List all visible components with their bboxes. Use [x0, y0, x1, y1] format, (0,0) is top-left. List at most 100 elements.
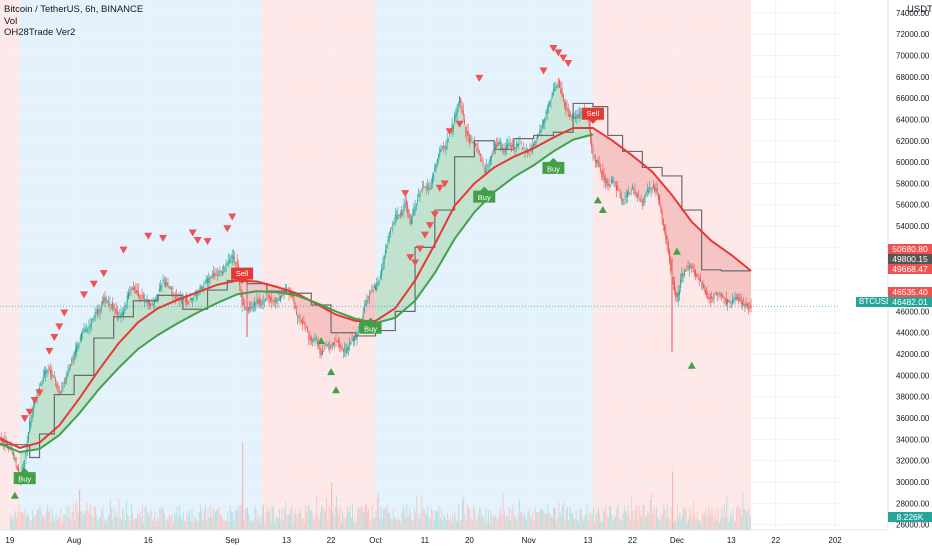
- volume-bar: [417, 513, 419, 530]
- volume-bar: [219, 514, 221, 530]
- candle-body: [190, 298, 192, 300]
- volume-bar: [165, 520, 167, 530]
- sell-arrow: [416, 245, 424, 253]
- volume-bar: [620, 519, 622, 530]
- volume-bar: [496, 518, 498, 530]
- candle-body: [589, 127, 591, 139]
- volume-bar: [578, 521, 580, 530]
- volume-bar: [550, 517, 552, 530]
- candle-body: [691, 265, 693, 269]
- volume-bar: [129, 521, 131, 530]
- volume-bar: [746, 513, 748, 530]
- price-tick-label: 56000.00: [896, 201, 930, 210]
- volume-bar: [674, 518, 676, 530]
- volume-bar: [720, 518, 722, 530]
- candle-body: [79, 336, 81, 339]
- volume-bar: [214, 512, 216, 530]
- candle-body: [245, 307, 247, 309]
- candle-body: [654, 186, 656, 193]
- candle-body: [645, 192, 647, 197]
- volume-bar: [161, 509, 163, 530]
- symbol-title[interactable]: Bitcoin / TetherUS, 6h, BINANCE: [4, 4, 144, 15]
- candle-body: [73, 352, 75, 361]
- candle-body: [202, 287, 204, 289]
- volume-bar: [109, 499, 111, 530]
- volume-bar: [469, 508, 471, 530]
- buy-label-text: Buy: [18, 475, 31, 484]
- candle-body: [399, 213, 401, 216]
- candle-body: [617, 185, 619, 191]
- candle-body: [633, 189, 635, 191]
- candle-body: [83, 328, 85, 332]
- candle-body: [715, 293, 717, 295]
- volume-bar: [340, 522, 342, 530]
- candle-body: [354, 336, 356, 342]
- candle-body: [263, 300, 265, 302]
- candle-body: [236, 261, 238, 265]
- candle-body: [515, 144, 517, 146]
- candle-body: [95, 312, 97, 314]
- volume-bar: [349, 506, 351, 530]
- volume-bar: [255, 508, 257, 530]
- candle-body: [120, 313, 122, 318]
- candle-body: [709, 297, 711, 300]
- volume-bar: [126, 500, 127, 530]
- volume-indicator-label[interactable]: Vol: [4, 15, 18, 27]
- volume-bar: [37, 509, 38, 530]
- volume-bar: [401, 512, 403, 530]
- volume-bar: [465, 521, 467, 530]
- volume-bar: [701, 511, 703, 530]
- volume-bar: [237, 510, 239, 530]
- volume-bar: [63, 515, 64, 530]
- volume-bar: [382, 509, 384, 530]
- sell-arrow: [159, 234, 168, 242]
- sell-arrow: [144, 232, 153, 240]
- volume-bar: [159, 507, 161, 530]
- volume-bar: [418, 519, 420, 530]
- candle-body: [90, 323, 92, 327]
- candle-body: [336, 340, 338, 342]
- regime-band-bull: [133, 0, 262, 530]
- candle-body: [704, 290, 706, 295]
- candle-body: [467, 131, 469, 136]
- volume-bar: [196, 520, 198, 530]
- volume-bar: [64, 515, 66, 530]
- volume-bar: [132, 512, 134, 530]
- candle-body: [379, 275, 381, 279]
- candle-body: [135, 289, 137, 294]
- volume-bar: [92, 518, 94, 530]
- volume-bar: [231, 511, 232, 530]
- candle-body: [211, 273, 213, 275]
- volume-bar: [171, 514, 173, 530]
- strategy-indicator-label[interactable]: OH28Trade Ver2: [4, 27, 76, 38]
- candle-body: [5, 442, 7, 444]
- candle-body: [13, 451, 15, 456]
- candle-body: [598, 162, 600, 168]
- volume-bar: [191, 508, 193, 530]
- candle-body: [307, 328, 309, 333]
- candle-body: [622, 199, 624, 201]
- sell-arrow: [430, 211, 439, 219]
- sell-arrow: [420, 231, 429, 239]
- volume-bar: [438, 505, 440, 530]
- volume-bar: [623, 505, 625, 530]
- candle-body: [547, 104, 549, 108]
- volume-bar: [476, 521, 478, 530]
- volume-bar: [489, 522, 491, 530]
- candle-body: [449, 136, 451, 138]
- volume-bar: [373, 518, 374, 530]
- volume-bar: [360, 505, 362, 530]
- candle-body: [341, 348, 343, 351]
- volume-bar: [499, 513, 500, 530]
- volume-bar: [58, 517, 59, 530]
- candle-body: [330, 344, 332, 350]
- volume-bar: [407, 516, 409, 530]
- volume-bar: [389, 513, 391, 530]
- candle-body: [315, 337, 317, 340]
- candle-body: [482, 160, 484, 164]
- volume-bar: [743, 508, 745, 530]
- candle-body: [699, 278, 701, 282]
- candle-body: [394, 214, 396, 219]
- candle-body: [435, 163, 437, 168]
